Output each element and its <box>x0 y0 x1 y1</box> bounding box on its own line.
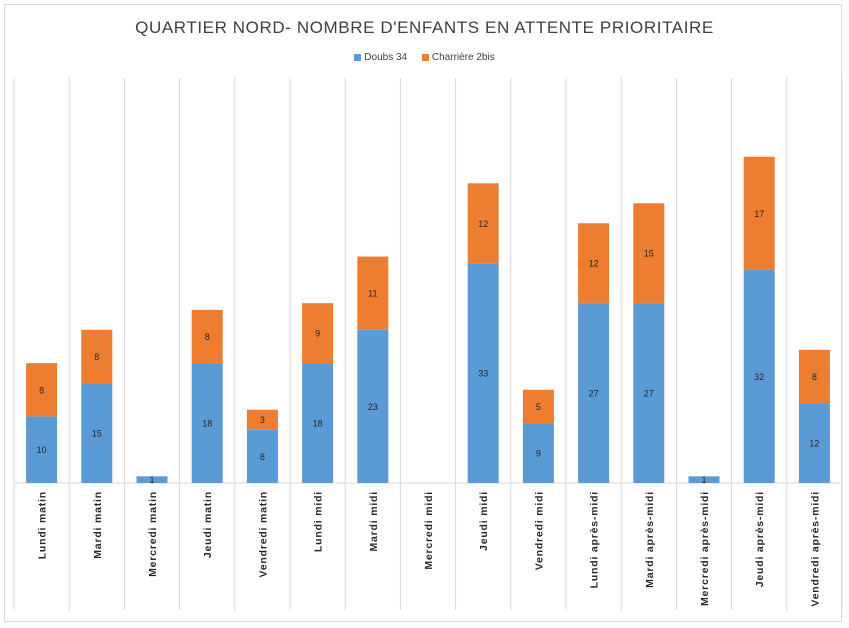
data-label-doubs: 27 <box>644 389 654 399</box>
legend-label-doubs: Doubs 34 <box>364 52 408 63</box>
bar-doubs <box>688 476 720 483</box>
category-label: Vendredi après-midi <box>809 491 821 607</box>
category-label: Jeudi midi <box>478 491 490 551</box>
data-label-doubs: 12 <box>809 439 819 449</box>
data-label-doubs: 1 <box>149 475 154 485</box>
data-label-charriere: 11 <box>368 289 377 299</box>
category-label: Mardi midi <box>368 491 380 552</box>
data-label-doubs: 8 <box>260 452 265 462</box>
bar-doubs <box>81 383 113 483</box>
category-label: Jeudi matin <box>202 491 214 558</box>
bar-doubs <box>191 363 223 483</box>
category-label: Vendredi midi <box>533 491 545 570</box>
bar-doubs <box>633 303 665 483</box>
legend-swatch-doubs <box>354 53 362 61</box>
category-label: Mardi matin <box>92 491 104 559</box>
data-label-charriere: 8 <box>812 372 817 382</box>
data-label-doubs: 1 <box>701 475 706 485</box>
data-label-charriere: 5 <box>536 402 541 412</box>
data-label-doubs: 32 <box>754 372 764 382</box>
bar-doubs <box>26 416 58 483</box>
data-label-charriere: 12 <box>589 259 599 269</box>
category-label: Mercredi après-midi <box>699 491 711 606</box>
category-label: Lundi après-midi <box>589 491 601 588</box>
bar-doubs <box>798 403 830 483</box>
legend-label-charriere: Charrière 2bis <box>431 52 495 63</box>
data-label-doubs: 18 <box>313 419 323 429</box>
data-label-charriere: 9 <box>315 329 320 339</box>
legend-item-doubs: Doubs 34 <box>354 52 407 63</box>
chart-title: QUARTIER NORD- NOMBRE D'ENFANTS EN ATTEN… <box>135 18 714 37</box>
category-label: Mercredi midi <box>423 491 435 570</box>
legend-swatch-charriere <box>421 53 429 61</box>
bar-doubs <box>357 329 389 483</box>
bar-doubs <box>467 263 499 483</box>
bar-charriere <box>191 309 223 364</box>
data-label-charriere: 8 <box>94 352 99 362</box>
bar-charriere <box>246 409 278 430</box>
legend: Doubs 34 Charrière 2bis <box>0 52 849 63</box>
category-label: Lundi midi <box>313 491 325 552</box>
data-label-doubs: 33 <box>478 369 488 379</box>
data-label-doubs: 15 <box>92 429 102 439</box>
category-label: Mardi après-midi <box>644 491 656 588</box>
data-label-doubs: 27 <box>589 389 599 399</box>
bar-charriere <box>522 389 554 424</box>
bar-doubs <box>743 269 775 483</box>
bar-doubs <box>578 303 610 483</box>
bar-charriere <box>302 303 334 364</box>
category-label: Jeudi après-midi <box>754 491 766 587</box>
bar-doubs <box>136 476 168 483</box>
bar-doubs <box>522 423 554 483</box>
bar-doubs <box>302 363 334 483</box>
bar-charriere <box>633 203 665 304</box>
bar-charriere <box>81 329 113 384</box>
data-label-charriere: 8 <box>39 385 44 395</box>
category-label: Lundi matin <box>37 491 49 559</box>
data-label-charriere: 8 <box>205 332 210 342</box>
bar-charriere <box>798 349 830 404</box>
data-label-doubs: 18 <box>202 419 212 429</box>
category-label: Mercredi matin <box>147 491 159 577</box>
data-label-doubs: 10 <box>37 445 47 455</box>
bar-charriere <box>743 156 775 270</box>
bar-charriere <box>578 223 610 304</box>
data-label-charriere: 3 <box>260 415 265 425</box>
legend-item-charriere: Charrière 2bis <box>421 52 495 63</box>
data-label-doubs: 23 <box>368 402 378 412</box>
bar-charriere <box>467 183 499 264</box>
data-label-charriere: 12 <box>478 219 488 229</box>
bar-charriere <box>357 256 389 330</box>
chart-frame <box>4 4 842 622</box>
bar-doubs <box>246 429 278 483</box>
data-label-charriere: 17 <box>754 209 764 219</box>
data-label-charriere: 15 <box>644 249 654 259</box>
category-label: Vendredi matin <box>257 491 269 577</box>
data-label-doubs: 9 <box>536 449 541 459</box>
bar-charriere <box>26 363 58 417</box>
